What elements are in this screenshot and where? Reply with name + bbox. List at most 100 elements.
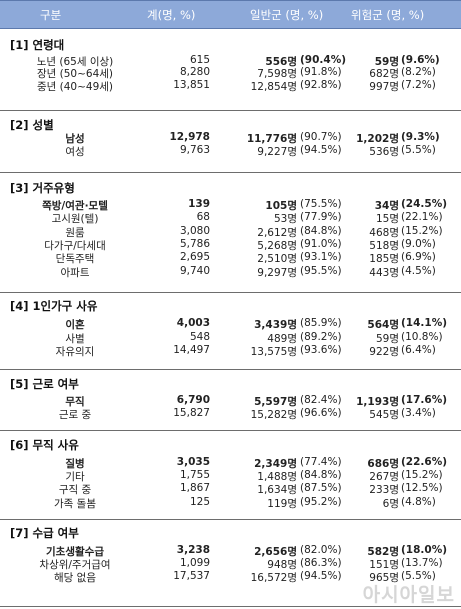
risk-pct-cell: (5.5%): [401, 144, 436, 156]
section-title: [3] 거주유형: [10, 181, 75, 195]
general-count-cell: 53명: [273, 213, 297, 225]
total-cell: 3,080: [179, 225, 210, 237]
section-title: [7] 수급 여부: [10, 526, 79, 540]
risk-count-cell: 233명: [369, 484, 399, 496]
general-count-cell: 1,488명: [257, 471, 297, 483]
table-bottom-border: [0, 606, 461, 607]
total-cell: 68: [196, 211, 210, 223]
risk-count-cell: 185명: [369, 253, 399, 265]
header-category: 구분: [40, 8, 62, 22]
total-cell: 14,497: [173, 344, 210, 356]
row-label: 원룸: [65, 227, 85, 239]
table-row: 질병 3,035 2,349명 (77.4%) 686명 (22.6%): [0, 456, 461, 470]
general-count-cell: 11,776명: [246, 133, 297, 145]
general-count-cell: 2,349명: [254, 458, 297, 470]
table-row: 사별 548 489명 (89.2%) 59명 (10.8%): [0, 331, 461, 345]
row-label: 남성: [65, 133, 85, 145]
table-row: 중년 (40~49세) 13,851 12,854명 (92.8%) 997명 (7.2%…: [0, 79, 461, 93]
risk-count-cell: 682명: [369, 68, 399, 80]
general-pct-cell: (94.5%): [300, 570, 342, 582]
table-row: 아파트 9,740 9,297명 (95.5%) 443명 (4.5%): [0, 265, 461, 279]
total-cell: 1,099: [179, 557, 210, 569]
risk-count-cell: 151명: [369, 559, 399, 571]
risk-pct-cell: (22.1%): [401, 211, 443, 223]
row-label: 노년 (65세 이상): [36, 56, 114, 68]
total-cell: 1,755: [179, 469, 210, 481]
total-cell: 139: [188, 198, 210, 210]
row-label: 기타: [65, 471, 85, 483]
general-pct-cell: (95.2%): [300, 496, 342, 508]
row-label: 이혼: [65, 319, 85, 331]
general-count-cell: 2,612명: [257, 227, 297, 239]
table-row: 근로 중 15,827 15,282명 (96.6%) 545명 (3.4%): [0, 407, 461, 421]
general-count-cell: 12,854명: [250, 81, 297, 93]
total-cell: 3,238: [176, 544, 210, 556]
section-divider: [0, 292, 461, 293]
risk-pct-cell: (17.6%): [401, 394, 448, 406]
table-row: 쪽방/여관·모텔 139 105명 (75.5%) 34명 (24.5%): [0, 198, 461, 212]
general-pct-cell: (93.1%): [300, 251, 342, 263]
risk-count-cell: 15명: [375, 213, 399, 225]
general-pct-cell: (91.8%): [300, 66, 342, 78]
risk-count-cell: 997명: [369, 81, 399, 93]
risk-pct-cell: (14.1%): [401, 317, 448, 329]
general-count-cell: 5,268명: [257, 240, 297, 252]
risk-count-cell: 582명: [367, 546, 399, 558]
risk-pct-cell: (18.0%): [401, 544, 448, 556]
risk-pct-cell: (12.5%): [401, 482, 443, 494]
general-count-cell: 16,572명: [250, 572, 297, 584]
row-label: 고시원(텔): [51, 213, 99, 225]
total-cell: 2,695: [179, 251, 210, 263]
section-title: [4] 1인가구 사유: [10, 299, 98, 313]
general-count-cell: 3,439명: [254, 319, 297, 331]
general-pct-cell: (84.8%): [300, 469, 342, 481]
general-pct-cell: (92.8%): [300, 79, 342, 91]
risk-count-cell: 922명: [369, 346, 399, 358]
general-pct-cell: (77.9%): [300, 211, 342, 223]
row-label: 아파트: [60, 267, 90, 279]
general-pct-cell: (86.3%): [300, 557, 342, 569]
total-cell: 615: [189, 54, 210, 66]
section-divider: [0, 369, 461, 370]
table-row: 다가구/다세대 5,786 5,268명 (91.0%) 518명 (9.0%): [0, 238, 461, 252]
table-row: 노년 (65세 이상) 615 556명 (90.4%) 59명 (9.6%): [0, 54, 461, 68]
general-pct-cell: (93.6%): [300, 344, 342, 356]
header-risk: 위험군 (명, %): [351, 8, 425, 22]
risk-count-cell: 536명: [369, 146, 399, 158]
risk-pct-cell: (4.5%): [401, 265, 436, 277]
watermark-logo: 아시아일보: [362, 584, 455, 606]
row-label: 가족 돌봄: [54, 498, 96, 510]
risk-count-cell: 59명: [374, 56, 399, 68]
general-pct-cell: (96.6%): [300, 407, 342, 419]
general-pct-cell: (90.4%): [300, 54, 347, 66]
section-divider: [0, 519, 461, 520]
row-label: 장년 (50~64세): [36, 68, 114, 80]
risk-count-cell: 1,193명: [356, 396, 399, 408]
general-count-cell: 13,575명: [250, 346, 297, 358]
row-label: 단독주택: [55, 253, 95, 265]
row-label: 자유의지: [55, 346, 95, 358]
table-row: 여성 9,763 9,227명 (94.5%) 536명 (5.5%): [0, 144, 461, 158]
row-label: 여성: [65, 146, 85, 158]
table-row: 구직 중 1,867 1,634명 (87.5%) 233명 (12.5%): [0, 482, 461, 496]
total-cell: 4,003: [176, 317, 210, 329]
table-row: 이혼 4,003 3,439명 (85.9%) 564명 (14.1%): [0, 317, 461, 331]
risk-count-cell: 518명: [369, 240, 399, 252]
risk-count-cell: 564명: [367, 319, 399, 331]
row-label: 쪽방/여관·모텔: [42, 200, 108, 212]
total-cell: 548: [189, 331, 210, 343]
table-row: 고시원(텔) 68 53명 (77.9%) 15명 (22.1%): [0, 211, 461, 225]
table-row: 원룸 3,080 2,612명 (84.8%) 468명 (15.2%): [0, 225, 461, 239]
total-cell: 9,763: [179, 144, 210, 156]
row-label: 구직 중: [58, 484, 92, 496]
risk-pct-cell: (9.6%): [401, 54, 440, 66]
total-cell: 12,978: [169, 131, 210, 143]
risk-count-cell: 468명: [369, 227, 399, 239]
table-row: 기타 1,755 1,488명 (84.8%) 267명 (15.2%): [0, 469, 461, 483]
section-divider: [0, 430, 461, 431]
risk-pct-cell: (22.6%): [401, 456, 448, 468]
general-count-cell: 2,656명: [254, 546, 297, 558]
section-divider: [0, 172, 461, 173]
risk-count-cell: 545명: [369, 409, 399, 421]
section-divider: [0, 110, 461, 111]
